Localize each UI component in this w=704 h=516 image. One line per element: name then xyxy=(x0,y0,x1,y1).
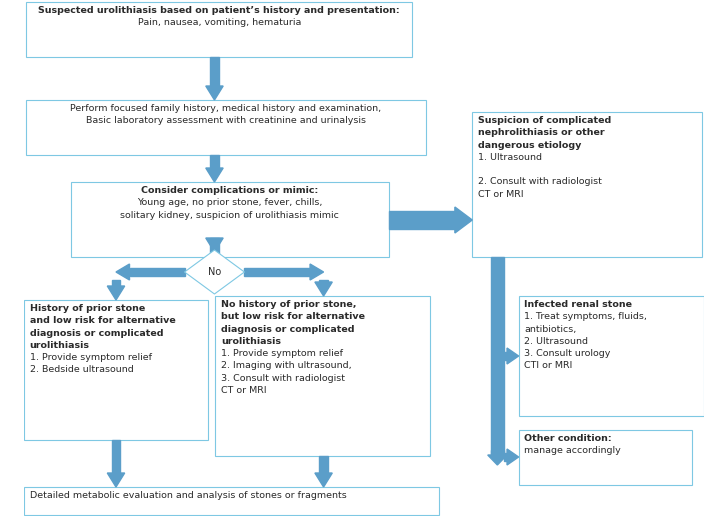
Text: 2. Bedside ultrasound: 2. Bedside ultrasound xyxy=(30,365,134,375)
Text: No history of prior stone,: No history of prior stone, xyxy=(221,300,356,309)
Text: Perform focused family history, medical history and examination,: Perform focused family history, medical … xyxy=(70,104,382,113)
FancyBboxPatch shape xyxy=(26,2,413,57)
Text: but low risk for alternative: but low risk for alternative xyxy=(221,312,365,321)
FancyBboxPatch shape xyxy=(472,112,702,257)
Text: Consider complications or mimic:: Consider complications or mimic: xyxy=(142,186,318,195)
Text: 1. Provide symptom relief: 1. Provide symptom relief xyxy=(221,349,343,358)
Polygon shape xyxy=(116,264,130,280)
Polygon shape xyxy=(112,280,120,286)
Text: 2. Ultrasound: 2. Ultrasound xyxy=(524,337,588,346)
Polygon shape xyxy=(244,268,310,276)
FancyBboxPatch shape xyxy=(519,430,693,485)
Polygon shape xyxy=(130,268,184,276)
Polygon shape xyxy=(107,473,125,487)
Text: 2. Imaging with ultrasound,: 2. Imaging with ultrasound, xyxy=(221,361,351,370)
Polygon shape xyxy=(491,450,504,455)
Text: and low risk for alternative: and low risk for alternative xyxy=(30,316,175,325)
Text: Pain, nausea, vomiting, hematuria: Pain, nausea, vomiting, hematuria xyxy=(137,18,301,27)
Text: Suspicion of complicated: Suspicion of complicated xyxy=(478,116,611,125)
Polygon shape xyxy=(315,473,332,487)
Text: solitary kidney, suspicion of urolithiasis mimic: solitary kidney, suspicion of urolithias… xyxy=(120,211,339,219)
Polygon shape xyxy=(389,211,455,229)
Polygon shape xyxy=(310,264,324,280)
Polygon shape xyxy=(488,455,507,465)
FancyBboxPatch shape xyxy=(24,487,439,515)
Text: Other condition:: Other condition: xyxy=(524,434,612,443)
Polygon shape xyxy=(504,352,507,360)
Polygon shape xyxy=(319,456,328,473)
Text: 3. Consult with radiologist: 3. Consult with radiologist xyxy=(221,374,345,383)
Text: CT or MRI: CT or MRI xyxy=(478,190,523,199)
Polygon shape xyxy=(504,453,507,461)
Text: urolithiasis: urolithiasis xyxy=(221,337,281,346)
FancyBboxPatch shape xyxy=(519,296,704,416)
Polygon shape xyxy=(507,449,519,465)
Text: 1. Ultrasound: 1. Ultrasound xyxy=(478,153,541,162)
Text: 1. Provide symptom relief: 1. Provide symptom relief xyxy=(30,353,151,362)
Text: Young age, no prior stone, fever, chills,: Young age, no prior stone, fever, chills… xyxy=(137,198,322,207)
Polygon shape xyxy=(112,440,120,473)
Text: 3. Consult urology: 3. Consult urology xyxy=(524,349,610,358)
Polygon shape xyxy=(319,280,328,282)
Polygon shape xyxy=(507,348,519,364)
Polygon shape xyxy=(107,286,125,300)
Text: nephrolithiasis or other: nephrolithiasis or other xyxy=(478,128,604,137)
Polygon shape xyxy=(210,57,219,86)
Polygon shape xyxy=(210,238,219,257)
Polygon shape xyxy=(206,168,223,182)
Text: diagnosis or complicated: diagnosis or complicated xyxy=(30,329,163,337)
Text: CTI or MRI: CTI or MRI xyxy=(524,361,572,370)
Text: Detailed metabolic evaluation and analysis of stones or fragments: Detailed metabolic evaluation and analys… xyxy=(30,491,346,500)
Text: CT or MRI: CT or MRI xyxy=(221,386,267,395)
Polygon shape xyxy=(184,250,244,294)
Polygon shape xyxy=(206,86,223,100)
Text: 2. Consult with radiologist: 2. Consult with radiologist xyxy=(478,178,602,186)
Text: diagnosis or complicated: diagnosis or complicated xyxy=(221,325,354,333)
Text: urolithiasis: urolithiasis xyxy=(30,341,89,350)
Text: No: No xyxy=(208,267,221,277)
Text: dangerous etiology: dangerous etiology xyxy=(478,140,581,150)
FancyBboxPatch shape xyxy=(26,100,426,155)
FancyBboxPatch shape xyxy=(215,296,429,456)
Polygon shape xyxy=(455,207,472,233)
Text: Suspected urolithiasis based on patient’s history and presentation:: Suspected urolithiasis based on patient’… xyxy=(39,6,400,15)
Text: antibiotics,: antibiotics, xyxy=(524,325,577,333)
FancyBboxPatch shape xyxy=(70,182,389,257)
Text: manage accordingly: manage accordingly xyxy=(524,446,621,455)
Polygon shape xyxy=(210,155,219,168)
Text: Basic laboratory assessment with creatinine and urinalysis: Basic laboratory assessment with creatin… xyxy=(86,116,366,125)
Text: Infected renal stone: Infected renal stone xyxy=(524,300,632,309)
FancyBboxPatch shape xyxy=(24,300,208,440)
Polygon shape xyxy=(315,282,332,296)
Polygon shape xyxy=(206,238,223,252)
Polygon shape xyxy=(491,257,504,457)
Text: History of prior stone: History of prior stone xyxy=(30,304,145,313)
Text: 1. Treat symptoms, fluids,: 1. Treat symptoms, fluids, xyxy=(524,312,647,321)
